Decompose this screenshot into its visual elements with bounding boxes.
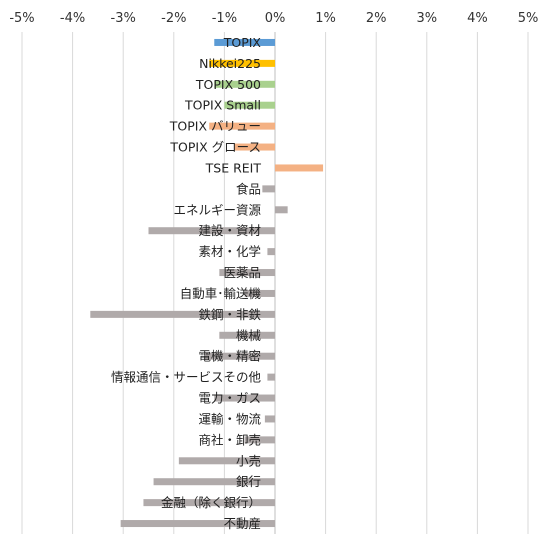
category-label: 銀行 (236, 474, 261, 489)
bar (219, 269, 275, 277)
bar (90, 310, 275, 318)
bar (148, 227, 275, 235)
x-tick-label: 0% (265, 11, 286, 26)
category-label: 小売 (236, 453, 261, 468)
category-label: 商社・卸売 (198, 432, 261, 447)
bar (120, 520, 275, 528)
bar (143, 499, 275, 507)
category-label: 情報通信・サービスその他 (111, 370, 262, 385)
x-tick-label: 3% (416, 11, 437, 26)
x-tick-label: -5% (9, 11, 34, 26)
bar (153, 478, 275, 486)
x-tick-label: 1% (315, 11, 336, 26)
bar (178, 457, 275, 465)
x-tick-label: 2% (366, 11, 387, 26)
bar (214, 80, 275, 88)
bar (262, 185, 275, 193)
category-label: TOPIX バリュー (169, 119, 261, 134)
category-label: 金融（除く銀行） (161, 495, 261, 510)
bars (90, 38, 324, 528)
bar (209, 59, 275, 67)
category-label: 食品 (236, 181, 261, 196)
x-tick-label: 4% (467, 11, 488, 26)
category-label: 電力・ガス (198, 391, 261, 406)
gridlines (21, 32, 529, 534)
bar (214, 38, 275, 46)
category-label: 素材・化学 (198, 244, 261, 259)
category-label: TOPIX (223, 35, 262, 50)
category-label: 自動車･輸送機 (180, 286, 262, 301)
category-label: 建設・資材 (198, 223, 261, 238)
bar (214, 394, 275, 402)
x-tick-label: -4% (60, 11, 85, 26)
category-label: エネルギー資源 (173, 202, 261, 217)
bar (244, 289, 275, 297)
bar (275, 206, 288, 214)
bar (204, 352, 275, 360)
x-tick-label: -3% (111, 11, 136, 26)
bar (209, 122, 275, 130)
bar (267, 373, 275, 381)
bar (219, 331, 275, 339)
category-label: 鉄鋼・非鉄 (198, 307, 261, 322)
category-label: TOPIX Small (184, 98, 261, 113)
bar (234, 143, 275, 151)
category-label: 運輸・物流 (198, 411, 261, 426)
x-tick-label: -2% (161, 11, 186, 26)
category-label: 電機・精密 (198, 349, 261, 364)
category-label: TSE REIT (205, 160, 262, 175)
bar (267, 248, 275, 256)
x-tick-label: -1% (212, 11, 237, 26)
bar (264, 415, 275, 423)
x-axis-tick-labels: -5% -4% -3% -2% -1% 0% 1% 2% 3% 4% 5% (9, 11, 538, 26)
bar (275, 164, 324, 172)
category-label: 機械 (236, 328, 262, 343)
category-label: TOPIX 500 (195, 77, 261, 92)
category-label: TOPIX グロース (169, 140, 261, 155)
bar (224, 101, 275, 109)
category-labels: TOPIX Nikkei225 TOPIX 500 TOPIX Small TOPIX … (111, 35, 262, 531)
x-tick-label: 5% (518, 11, 539, 26)
category-label: 不動産 (223, 516, 261, 531)
category-label: 医薬品 (223, 265, 261, 280)
bar (244, 436, 275, 444)
category-label: Nikkei225 (199, 56, 261, 71)
